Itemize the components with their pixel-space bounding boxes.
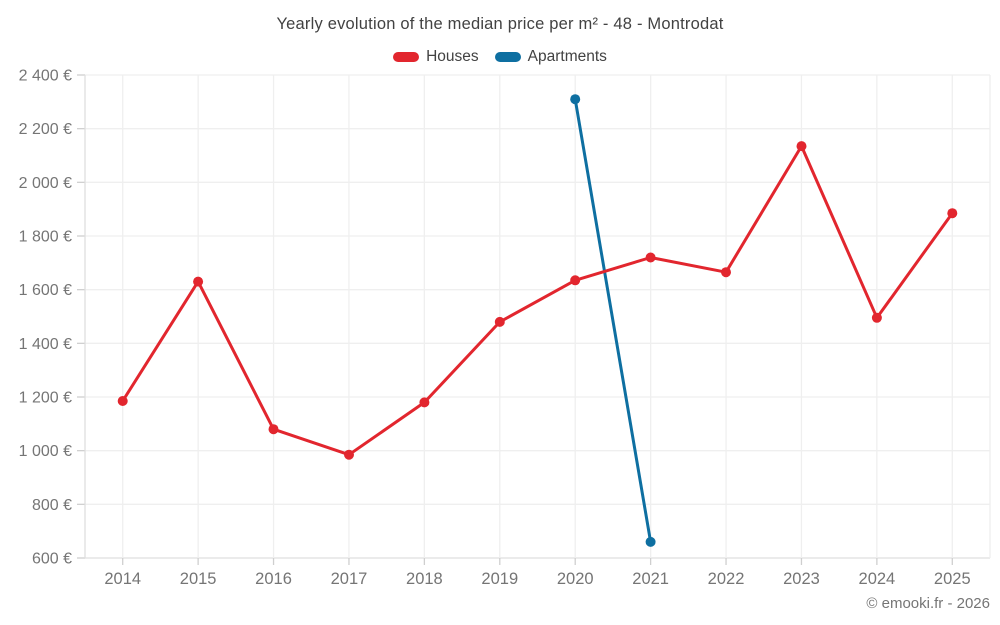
- houses-point-2016[interactable]: [268, 424, 279, 435]
- chart-title: Yearly evolution of the median price per…: [276, 15, 724, 33]
- y-axis-tick-label: 2 400 €: [19, 68, 72, 85]
- apartments-line: [573, 97, 653, 544]
- apartments-point-2020[interactable]: [570, 94, 581, 105]
- houses-point-2019[interactable]: [494, 316, 505, 327]
- houses-point-2020[interactable]: [570, 275, 581, 286]
- legend-label-houses: Houses: [426, 48, 479, 65]
- houses-point-2024[interactable]: [871, 312, 882, 323]
- y-axis-tick-label: 800 €: [32, 497, 72, 514]
- houses-point-2023[interactable]: [796, 141, 807, 152]
- legend-item-houses[interactable]: Houses: [393, 48, 479, 66]
- copyright-footer: © emooki.fr - 2026: [866, 595, 990, 612]
- houses-point-2015[interactable]: [193, 276, 204, 287]
- y-axis-tick-label: 2 000 €: [19, 175, 72, 192]
- houses-point-2021[interactable]: [645, 252, 656, 263]
- houses-point-2014[interactable]: [117, 396, 128, 406]
- x-axis-year-label: 2025: [934, 570, 971, 588]
- x-axis-year-label: 2023: [783, 570, 820, 588]
- y-axis-tick-label: 1 600 €: [19, 282, 72, 299]
- houses-point-2025[interactable]: [947, 208, 958, 219]
- x-axis-year-label: 2024: [859, 570, 896, 588]
- legend-swatch-apartments: [494, 52, 521, 62]
- y-axis-tick-label: 1 000 €: [19, 443, 72, 460]
- y-axis-tick-label: 1 200 €: [19, 390, 72, 407]
- x-axis-year-label: 2016: [255, 570, 292, 588]
- houses-point-2022[interactable]: [721, 267, 731, 278]
- legend-label-apartments: Apartments: [527, 48, 607, 65]
- houses-point-2017[interactable]: [344, 449, 354, 460]
- houses-point-2018[interactable]: [419, 397, 430, 408]
- legend-swatch-houses: [393, 52, 420, 62]
- apartments-point-2021[interactable]: [645, 536, 656, 547]
- x-axis-year-label: 2021: [632, 570, 669, 588]
- x-axis-year-label: 2022: [708, 570, 745, 588]
- houses-line: [121, 144, 954, 457]
- x-axis-year-label: 2019: [481, 570, 518, 588]
- x-axis-year-label: 2015: [180, 570, 217, 588]
- x-axis-year-label: 2017: [331, 570, 368, 588]
- x-axis-year-label: 2020: [557, 570, 594, 588]
- y-axis-tick-label: 1 400 €: [19, 336, 72, 353]
- x-axis-year-label: 2014: [104, 570, 141, 588]
- y-axis-tick-label: 1 800 €: [19, 229, 72, 246]
- x-axis-year-label: 2018: [406, 570, 443, 588]
- y-axis-tick-label: 2 200 €: [19, 121, 72, 138]
- y-axis-tick-label: 600 €: [32, 551, 72, 568]
- legend-item-apartments[interactable]: Apartments: [494, 48, 607, 66]
- chart-legend: Houses Apartments: [0, 47, 1000, 67]
